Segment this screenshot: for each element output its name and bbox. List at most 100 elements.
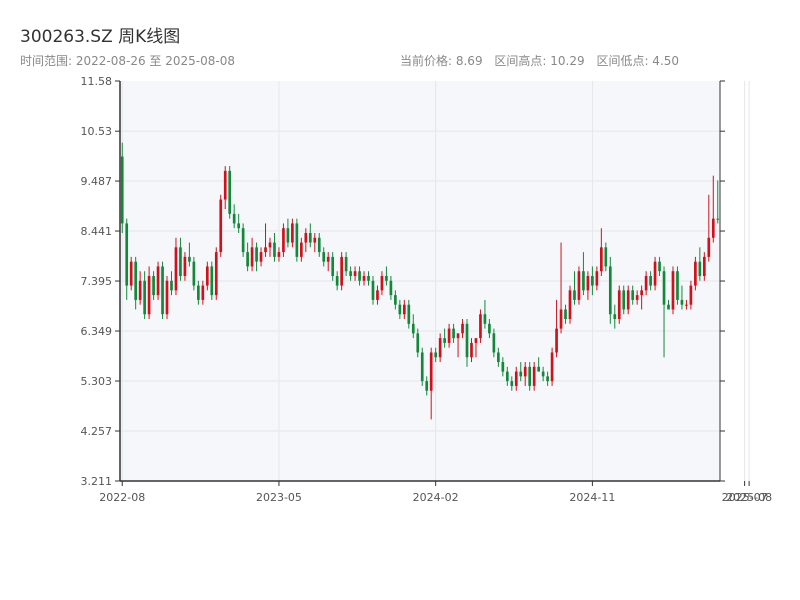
- candle-body: [443, 338, 446, 343]
- candle: [586, 271, 590, 300]
- candle: [322, 247, 326, 267]
- candle: [125, 218, 129, 300]
- candle-body: [631, 290, 635, 300]
- candle-body: [313, 237, 317, 243]
- candle: [456, 333, 460, 358]
- candle: [300, 237, 303, 262]
- candle-body: [241, 228, 245, 253]
- candle: [331, 252, 335, 281]
- candle-body: [474, 338, 478, 343]
- candle: [470, 338, 473, 363]
- candle-body: [479, 314, 482, 339]
- candle-body: [617, 290, 621, 320]
- candle-body: [394, 295, 397, 305]
- candle: [394, 290, 397, 310]
- candle-body: [497, 352, 500, 363]
- x-tick-label: 2025-08: [726, 491, 772, 504]
- candle: [537, 357, 540, 372]
- candle: [156, 261, 160, 300]
- candle: [716, 180, 720, 224]
- candle-body: [488, 323, 491, 334]
- candle: [505, 366, 509, 386]
- candle: [658, 256, 661, 277]
- candle: [214, 247, 218, 300]
- y-tick-label: 7.395: [81, 275, 113, 288]
- y-tick-label: 8.441: [81, 225, 113, 238]
- candle-body: [197, 285, 200, 300]
- candle-body: [380, 276, 384, 291]
- candle-body: [264, 247, 267, 253]
- candle: [420, 347, 424, 386]
- candle: [326, 252, 330, 272]
- candle-body: [259, 252, 263, 262]
- candle-body: [179, 247, 182, 277]
- candle-body: [358, 271, 361, 281]
- candle: [210, 261, 214, 300]
- candle-body: [134, 261, 138, 300]
- candle: [662, 266, 666, 358]
- candle: [183, 252, 187, 281]
- candle-body: [156, 266, 160, 296]
- candle: [295, 218, 299, 262]
- candle-body: [514, 371, 518, 386]
- candle: [246, 242, 249, 272]
- candle-body: [541, 371, 545, 377]
- candle: [389, 276, 393, 300]
- candle: [129, 256, 133, 291]
- candle: [689, 280, 693, 310]
- candle: [259, 247, 263, 267]
- candle: [273, 232, 276, 262]
- candle-body: [667, 304, 670, 310]
- y-tick-label: 10.53: [81, 125, 113, 138]
- candle-body: [353, 271, 357, 277]
- candle-body: [613, 314, 617, 320]
- chart-title: 300263.SZ 周K线图: [20, 27, 181, 47]
- candle: [147, 266, 151, 320]
- candle-body: [591, 276, 594, 286]
- candle-body: [120, 156, 124, 224]
- candle-body: [671, 271, 675, 310]
- candle-body: [398, 304, 402, 315]
- candle-body: [662, 271, 666, 305]
- candle-body: [546, 376, 549, 382]
- candle-body: [389, 280, 393, 296]
- x-tick-label: 2025-07: [722, 491, 768, 504]
- candle: [371, 276, 375, 305]
- candle-body: [170, 280, 173, 291]
- candle: [192, 256, 196, 291]
- candle: [541, 366, 545, 382]
- candle-body: [452, 328, 455, 339]
- candle: [649, 271, 652, 291]
- candle-body: [523, 366, 527, 377]
- candle-body: [528, 366, 532, 386]
- candle-body: [537, 366, 540, 372]
- candle: [622, 285, 626, 315]
- candle: [483, 299, 487, 329]
- candle-body: [470, 342, 473, 358]
- candle-body: [273, 242, 276, 257]
- y-tick-label: 5.303: [81, 375, 113, 388]
- candle: [340, 252, 343, 291]
- candle: [600, 228, 603, 277]
- candle: [237, 213, 240, 233]
- current-price-label: 当前价格: 8.69: [400, 54, 483, 68]
- candle-body: [640, 290, 643, 296]
- candle: [626, 285, 630, 315]
- candle: [685, 299, 688, 310]
- candle: [559, 242, 563, 334]
- candle: [416, 328, 420, 358]
- candle: [138, 271, 142, 305]
- candle-body: [138, 280, 142, 300]
- candle: [313, 232, 317, 253]
- candle-body: [622, 290, 626, 310]
- candle: [143, 271, 146, 320]
- range-low-label: 区间低点: 4.50: [596, 54, 680, 68]
- candle-body: [255, 247, 258, 262]
- candle: [250, 237, 254, 272]
- candle-body: [707, 237, 711, 257]
- candle: [501, 357, 505, 377]
- candle: [335, 271, 339, 291]
- candle: [197, 280, 200, 305]
- candle-body: [564, 309, 567, 320]
- candle-body: [635, 295, 639, 300]
